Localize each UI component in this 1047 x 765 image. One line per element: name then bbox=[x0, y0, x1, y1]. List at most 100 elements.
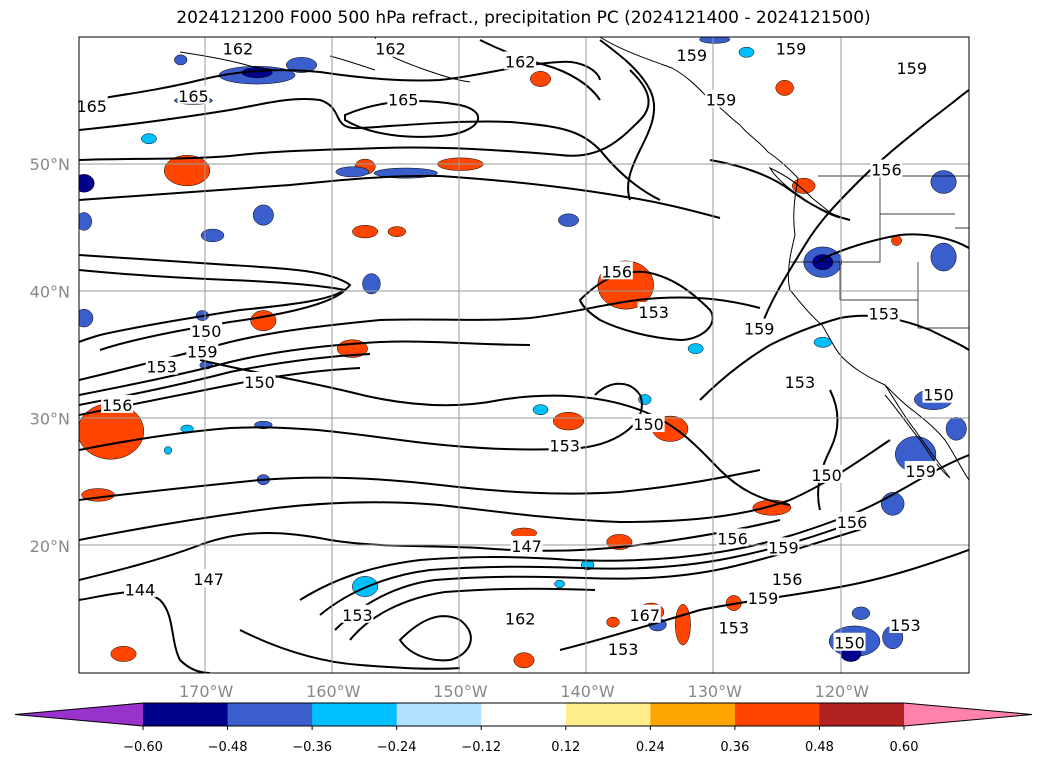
precip-area bbox=[79, 212, 92, 231]
contour-label-backdrop bbox=[628, 604, 661, 623]
colorbar-tick-label: 0.36 bbox=[720, 740, 749, 755]
contour-label: 159 bbox=[187, 342, 218, 361]
colorbar-tick-label: −0.60 bbox=[123, 740, 163, 755]
contour-label-backdrop bbox=[922, 384, 955, 403]
lat-tick-label: 30°N bbox=[30, 410, 70, 429]
contour-line bbox=[79, 254, 352, 343]
colorbar-extend-max bbox=[904, 703, 1032, 726]
precip-area bbox=[675, 604, 691, 646]
contour-line bbox=[709, 159, 851, 221]
precip-area bbox=[606, 616, 620, 628]
precip-area bbox=[285, 57, 318, 73]
contour-label: 153 bbox=[785, 373, 816, 392]
contour-label: 159 bbox=[776, 40, 807, 59]
lon-tick-label: 130°W bbox=[688, 682, 743, 701]
contour-label-backdrop bbox=[783, 371, 816, 390]
contour-label-backdrop bbox=[504, 608, 537, 627]
precip-area bbox=[851, 606, 871, 620]
colorbar-segment bbox=[565, 703, 651, 726]
contour-label: 153 bbox=[342, 606, 373, 625]
contour-label-backdrop bbox=[904, 461, 937, 480]
precip-area bbox=[738, 46, 755, 58]
contour-label: 150 bbox=[191, 322, 222, 341]
contour-line bbox=[199, 359, 791, 506]
precip-area bbox=[335, 166, 370, 178]
contour-label: 156 bbox=[102, 396, 133, 415]
lat-tick-label: 40°N bbox=[30, 282, 70, 301]
contour-label-backdrop bbox=[767, 537, 800, 556]
contour-line bbox=[79, 269, 348, 351]
contour-label: 153 bbox=[638, 303, 669, 322]
contour-label-backdrop bbox=[833, 632, 866, 651]
lon-tick-label: 120°W bbox=[815, 682, 870, 701]
precip-area bbox=[558, 213, 579, 227]
contour-label-backdrop bbox=[177, 85, 210, 104]
colorbar-tick-label: 0.24 bbox=[636, 740, 665, 755]
contour-line bbox=[759, 89, 969, 331]
contour-label-backdrop bbox=[717, 617, 750, 636]
contour-label-backdrop bbox=[374, 38, 407, 57]
colorbar-segment bbox=[650, 703, 736, 726]
contour-label-backdrop bbox=[810, 464, 843, 483]
lon-tick-label: 170°W bbox=[179, 682, 234, 701]
precip-area bbox=[792, 177, 816, 194]
contour-label-backdrop bbox=[600, 261, 633, 280]
precip-area bbox=[532, 404, 549, 416]
contour-line bbox=[817, 389, 839, 511]
contour-label-backdrop bbox=[743, 318, 776, 337]
contour-label: 156 bbox=[602, 262, 633, 281]
contour-label: 165 bbox=[178, 87, 209, 106]
colorbar-tick-label: −0.48 bbox=[208, 740, 248, 755]
contour-label: 153 bbox=[608, 640, 639, 659]
contour-label: 150 bbox=[811, 466, 842, 485]
lat-tick-label: 50°N bbox=[30, 155, 70, 174]
contour-label-backdrop bbox=[510, 536, 543, 555]
lon-tick-label: 140°W bbox=[560, 682, 615, 701]
contour-label: 150 bbox=[244, 373, 275, 392]
contour-label: 165 bbox=[388, 91, 419, 110]
contour-label: 159 bbox=[748, 589, 779, 608]
contour-line bbox=[79, 174, 721, 219]
latitude-tick-labels: 20°N 30°N 40°N 50°N bbox=[30, 155, 70, 556]
colorbar-tick-label: −0.12 bbox=[461, 740, 501, 755]
lon-tick-label: 160°W bbox=[306, 682, 361, 701]
precip-area bbox=[141, 133, 157, 145]
contour-label-backdrop bbox=[771, 569, 804, 588]
contour-label-backdrop bbox=[870, 159, 903, 178]
colorbar-tick-label: 0.60 bbox=[890, 740, 919, 755]
colorbar-tick-label: −0.24 bbox=[377, 740, 417, 755]
precip-area bbox=[687, 343, 704, 354]
colorbar-tick-label: 0.12 bbox=[551, 740, 580, 755]
contour-label: 153 bbox=[549, 437, 580, 456]
contour-label: 150 bbox=[633, 415, 664, 434]
precip-area bbox=[554, 579, 565, 589]
precip-area bbox=[250, 310, 277, 332]
precip-area bbox=[530, 71, 551, 87]
precip-area bbox=[110, 646, 137, 662]
colorbar-segment bbox=[481, 703, 567, 726]
contour-label-backdrop bbox=[607, 639, 640, 658]
colorbar-segment bbox=[396, 703, 482, 726]
contour-line bbox=[578, 270, 714, 342]
contour-label: 162 bbox=[505, 52, 536, 71]
contour-line bbox=[79, 69, 650, 161]
contour-label: 159 bbox=[706, 91, 737, 110]
colorbar-segment bbox=[227, 703, 313, 726]
contour-label-backdrop bbox=[186, 341, 219, 360]
contour-label-backdrop bbox=[124, 579, 157, 598]
contour-label: 165 bbox=[76, 97, 107, 116]
contour-label-backdrop bbox=[895, 57, 928, 76]
precip-area bbox=[552, 411, 585, 431]
contour-label: 156 bbox=[871, 161, 902, 180]
contour-label: 162 bbox=[505, 610, 536, 629]
precip-area bbox=[930, 170, 957, 194]
contour-line bbox=[599, 39, 656, 201]
contour-label: 150 bbox=[834, 634, 865, 653]
contour-label-backdrop bbox=[775, 38, 807, 57]
precip-area bbox=[387, 226, 407, 237]
lat-tick-label: 20°N bbox=[30, 537, 70, 556]
contour-line bbox=[699, 314, 969, 401]
contour-line bbox=[79, 519, 781, 581]
precip-area bbox=[513, 652, 535, 669]
